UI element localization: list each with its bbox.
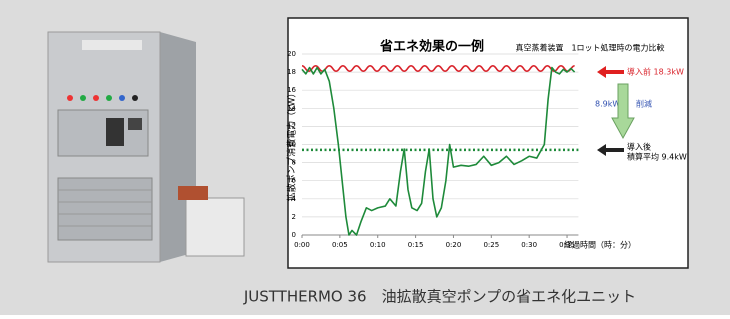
x-tick-label: 0:30: [521, 241, 537, 249]
x-tick-label: 0:25: [483, 241, 499, 249]
y-tick-label: 16: [287, 86, 296, 94]
y-tick-label: 8: [292, 159, 296, 167]
x-tick-label: 0:00: [294, 241, 310, 249]
page: 省エネ効果の一例 真空蒸着装置 1ロット処理時の電力比較 拡散ポンプ消費電力（k…: [0, 0, 730, 315]
y-tick-label: 14: [287, 104, 296, 112]
y-tick-label: 10: [287, 141, 296, 149]
annotation: 削減: [636, 99, 652, 109]
chart-subtitle: 真空蒸着装置 1ロット処理時の電力比較: [515, 43, 664, 53]
y-tick-label: 4: [292, 195, 297, 203]
annotation: 導入後: [627, 142, 651, 152]
chart-title: 省エネ効果の一例: [379, 39, 484, 55]
x-tick-label: 0:10: [370, 241, 386, 249]
x-tick-label: 0:20: [446, 241, 462, 249]
x-tick-label: 0:35: [559, 241, 575, 249]
y-tick-label: 2: [292, 213, 296, 221]
annotation: 導入前 18.3kW: [627, 67, 684, 77]
y-tick-label: 6: [292, 177, 297, 185]
y-tick-label: 0: [292, 231, 296, 239]
y-tick-label: 20: [287, 50, 296, 58]
annotation: 積算平均 9.4kW: [627, 152, 687, 162]
y-tick-label: 18: [287, 68, 296, 76]
x-tick-label: 0:15: [408, 241, 424, 249]
annotation: 8.9kW: [595, 100, 620, 109]
y-tick-label: 12: [287, 122, 296, 130]
caption: JUSTTHERMO 36 油拡散真空ポンプの省エネ化ユニット: [243, 288, 636, 306]
x-tick-label: 0:05: [332, 241, 348, 249]
